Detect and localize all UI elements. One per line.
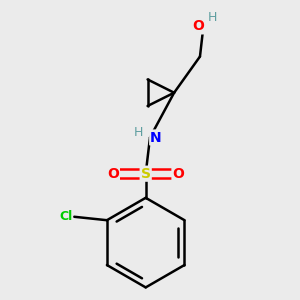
Text: Cl: Cl: [59, 210, 72, 223]
Text: O: O: [172, 167, 184, 181]
Text: N: N: [150, 130, 162, 145]
Text: O: O: [192, 20, 204, 33]
Text: O: O: [107, 167, 119, 181]
Text: S: S: [141, 167, 151, 181]
Text: H: H: [133, 126, 142, 139]
Text: H: H: [207, 11, 217, 24]
